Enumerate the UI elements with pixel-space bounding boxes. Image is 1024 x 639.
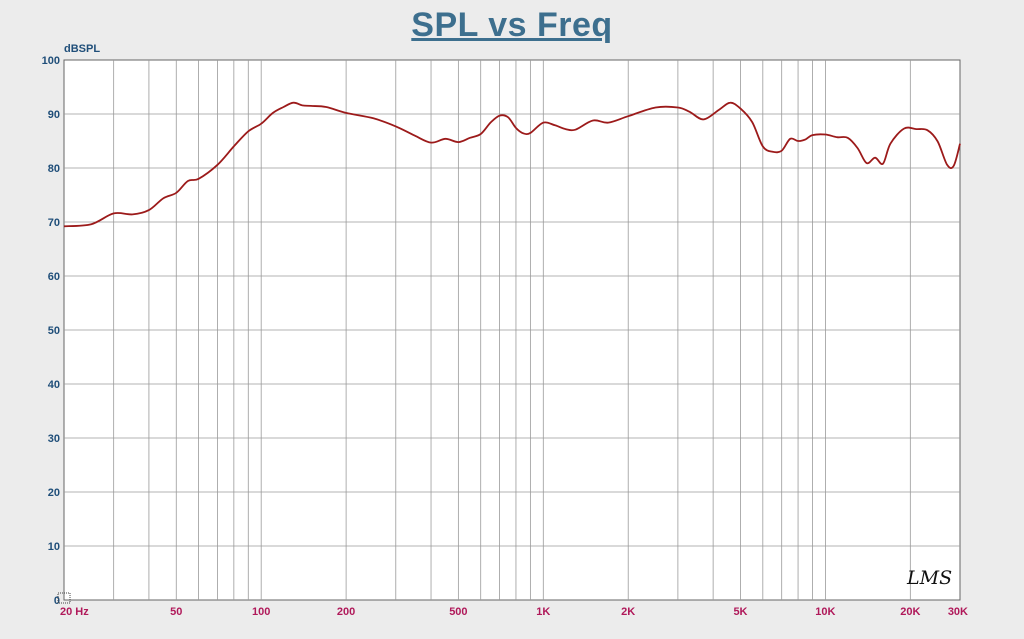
y-tick-label: 0 (54, 595, 60, 607)
y-tick-label: 100 (42, 55, 60, 67)
lms-logo: LMS (906, 567, 952, 589)
x-axis-ticks: 20 Hz 50 100 200 500 1K 2K 5K 10K 20K 30K (60, 606, 968, 618)
corner-box (57, 592, 71, 604)
grid-lines (64, 60, 960, 600)
x-tick-label: 200 (337, 606, 355, 618)
y-tick-label: 80 (48, 163, 60, 175)
x-tick-label: 500 (449, 606, 467, 618)
y-tick-label: 70 (48, 217, 60, 229)
y-tick-label: 50 (48, 325, 60, 337)
spl-series-line (63, 101, 961, 228)
y-tick-label: 40 (48, 379, 60, 391)
x-tick-label: 5K (733, 606, 747, 618)
x-tick-label: 30K (948, 606, 968, 618)
y-tick-label: 30 (48, 433, 60, 445)
chart-title: SPL vs Freq (411, 6, 613, 44)
corner-marker (57, 592, 71, 604)
y-tick-label: 10 (48, 541, 60, 553)
x-tick-label: 10K (815, 606, 835, 618)
x-tick-label: 100 (252, 606, 270, 618)
x-tick-label: 2K (621, 606, 635, 618)
y-tick-label: 90 (48, 109, 60, 121)
y-axis-label: dBSPL (64, 43, 100, 55)
x-tick-label: 20 Hz (60, 606, 89, 618)
y-tick-label: 20 (48, 487, 60, 499)
x-tick-label: 1K (536, 606, 550, 618)
y-tick-label: 60 (48, 271, 60, 283)
x-tick-label: 20K (900, 606, 920, 618)
x-tick-label: 50 (170, 606, 182, 618)
